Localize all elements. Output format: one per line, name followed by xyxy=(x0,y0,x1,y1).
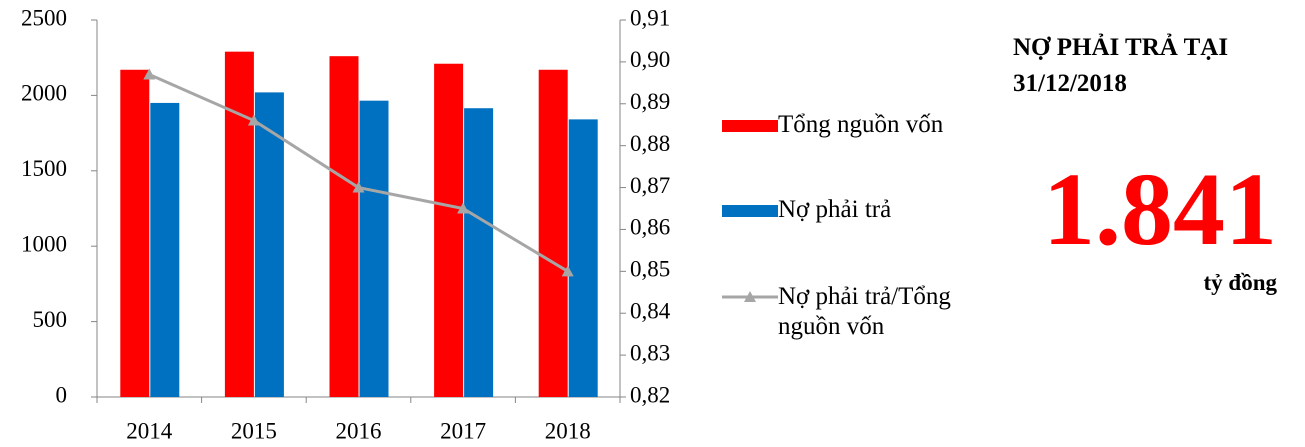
y2-tick-label: 0,88 xyxy=(630,131,670,156)
bar xyxy=(120,69,150,397)
line-marker xyxy=(352,181,365,193)
y-tick-label: 2000 xyxy=(21,81,67,106)
bar xyxy=(464,108,494,397)
y2-tick-label: 0,87 xyxy=(630,173,670,198)
bar xyxy=(150,102,180,397)
legend-swatch xyxy=(722,282,778,312)
line-marker xyxy=(561,265,574,277)
y-tick-label: 1500 xyxy=(21,156,67,181)
y2-tick-label: 0,89 xyxy=(630,89,670,114)
y2-tick-label: 0,91 xyxy=(630,5,670,30)
bar xyxy=(254,92,284,397)
legend-swatch xyxy=(722,120,778,132)
legend-swatch xyxy=(722,205,778,217)
line-marker xyxy=(247,114,260,126)
y2-tick-label: 0,84 xyxy=(630,299,671,324)
y-tick-label: 2500 xyxy=(21,5,67,30)
y-tick-label: 0 xyxy=(56,382,68,407)
y2-tick-label: 0,82 xyxy=(630,382,670,407)
line-marker xyxy=(143,68,156,80)
panel-unit: tỷ đồng xyxy=(1203,270,1278,295)
legend-item: Nợ phải trả/Tổng nguồn vốn xyxy=(722,282,1008,342)
y2-tick-label: 0,85 xyxy=(630,257,670,282)
legend-label: Nợ phải trả xyxy=(778,196,892,223)
bar xyxy=(359,100,389,397)
bar xyxy=(434,63,464,398)
y-tick-label: 1000 xyxy=(21,231,67,256)
x-tick-label: 2014 xyxy=(126,418,173,443)
x-tick-label: 2018 xyxy=(545,418,591,443)
x-tick-label: 2017 xyxy=(440,418,486,443)
x-tick-label: 2015 xyxy=(231,418,277,443)
line-marker xyxy=(457,202,470,214)
legend-item: Nợ phải trả xyxy=(722,195,1008,225)
y2-tick-label: 0,90 xyxy=(630,47,670,72)
legend-label: Nợ phải trả/Tổng nguồn vốn xyxy=(778,283,951,340)
y-tick-label: 500 xyxy=(33,307,68,332)
legend-line xyxy=(722,291,778,302)
legend-label: Tổng nguồn vốn xyxy=(778,111,944,138)
bar xyxy=(568,119,598,397)
panel-title: NỢ PHẢI TRẢ TẠI 31/12/2018 xyxy=(1013,34,1229,97)
panel-value: 1.841 xyxy=(1043,152,1277,267)
chart: 0 500 1000 1500 2000 2500 0,82 0,83 0,84 0,85 0,86… xyxy=(21,5,671,443)
bar xyxy=(224,51,254,397)
y2-tick-label: 0,86 xyxy=(630,215,670,240)
bar xyxy=(329,56,359,397)
y2-tick-label: 0,83 xyxy=(630,340,670,365)
legend-item: Tổng nguồn vốn xyxy=(722,110,1008,140)
x-tick-label: 2016 xyxy=(336,418,382,443)
bar xyxy=(538,69,568,397)
